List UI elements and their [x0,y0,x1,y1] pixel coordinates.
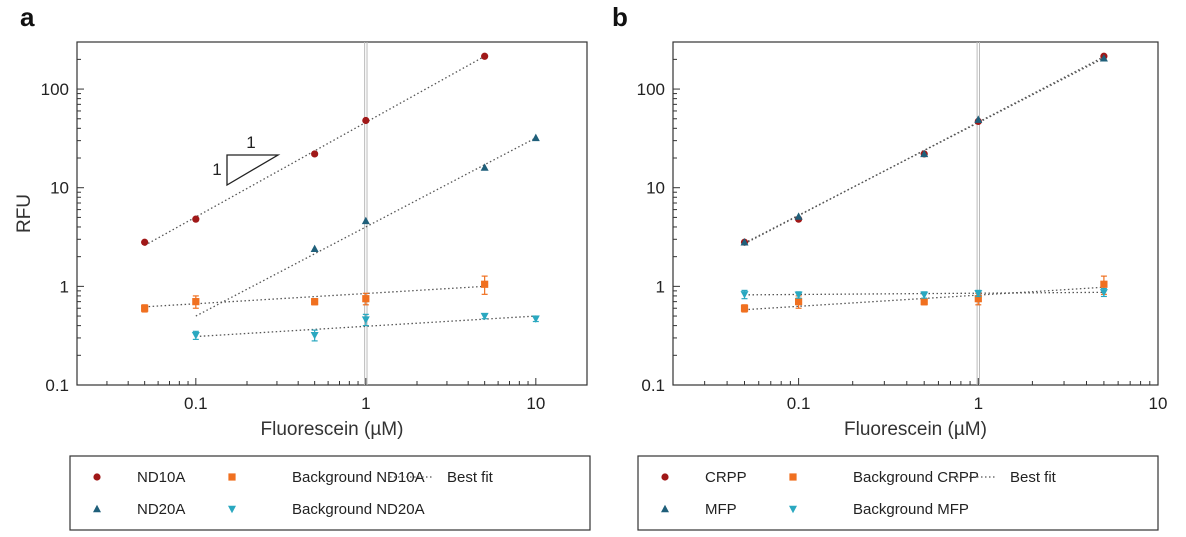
x-tick-label: 0.1 [787,394,811,413]
data-point [795,298,803,306]
data-point [310,331,319,340]
legend-label: Background ND20A [292,501,425,518]
slope-run-label: 1 [246,133,255,152]
x-tick-label: 1 [974,394,983,413]
data-point [531,315,540,323]
x-tick-label: 10 [1149,394,1168,413]
data-point [141,304,149,312]
data-point [920,149,929,158]
data-point [740,291,749,299]
legend-label: Background ND10A [292,469,425,486]
panel-letter: a [20,2,35,32]
data-point [311,150,319,158]
data-point [974,295,982,303]
data-point [311,298,319,306]
y-tick-label: 100 [41,80,69,99]
data-point [794,291,803,300]
y-tick-label: 10 [50,179,69,198]
data-point [974,290,983,298]
legend-label: MFP [705,501,737,518]
legend-marker [93,473,101,481]
legend-label: Background CRPP [853,469,979,486]
y-tick-label: 1 [656,277,665,296]
legend-marker [661,504,669,513]
legend-marker [93,504,101,513]
data-point [362,295,370,303]
legend-label: ND10A [137,469,185,486]
x-tick-label: 1 [361,394,370,413]
y-tick-label: 10 [646,179,665,198]
data-point [794,212,803,220]
data-point [920,298,928,306]
data-point [310,244,319,253]
data-point [192,215,200,223]
data-point [974,115,983,123]
data-point [361,316,370,324]
best-fit-line [144,55,485,246]
legend-box [637,455,1159,531]
data-point [361,216,370,225]
data-point [192,298,200,306]
y-tick-label: 0.1 [45,376,69,395]
best-fit-line [744,57,1105,244]
plot-frame [76,41,588,386]
y-tick-label: 100 [637,80,665,99]
slope-rise-label: 1 [212,160,221,179]
legend-marker [228,505,236,514]
data-point [1099,54,1108,62]
panel-b: b 0.1 1 10 0.1 1 10 100 Fluorescein (µM) CRPP Back… [612,2,1168,531]
panel-letter: b [612,2,628,32]
y-tick-label: 0.1 [641,376,665,395]
legend-label: Best fit [1010,469,1057,486]
y-tick-label: 1 [60,277,69,296]
plot-frame [672,41,1159,386]
data-point [480,163,489,171]
legend-marker [661,473,669,481]
data-point [480,312,489,321]
legend-label: Background MFP [853,501,969,518]
legend-marker [228,473,236,481]
y-axis-title: RFU [14,194,35,233]
panel-a: a 0.1 1 10 0.1 1 10 100 Fluorescein (µM) RFU 1 1 ND1… [14,2,591,531]
legend-box [69,455,591,531]
data-point [481,52,489,60]
data-point [141,238,149,246]
legend-label: Best fit [447,469,494,486]
data-point [920,291,929,300]
legend-marker [789,505,797,514]
best-fit-line [144,285,485,308]
x-tick-label: 0.1 [184,394,208,413]
x-tick-label: 10 [526,394,545,413]
slope-triangle [226,154,281,187]
legend-label: ND20A [137,501,185,518]
data-point [481,280,489,288]
data-point [191,331,200,340]
data-point [740,304,749,312]
legend-marker [789,473,797,481]
legend-label: CRPP [705,469,747,486]
data-point [362,116,370,125]
x-axis-title: Fluorescein (µM) [844,419,987,440]
data-point [1099,289,1108,297]
best-fit-line [195,315,536,338]
data-point [1100,280,1108,288]
x-axis-title: Fluorescein (µM) [261,419,404,440]
data-point [531,133,540,142]
data-point [740,238,749,246]
